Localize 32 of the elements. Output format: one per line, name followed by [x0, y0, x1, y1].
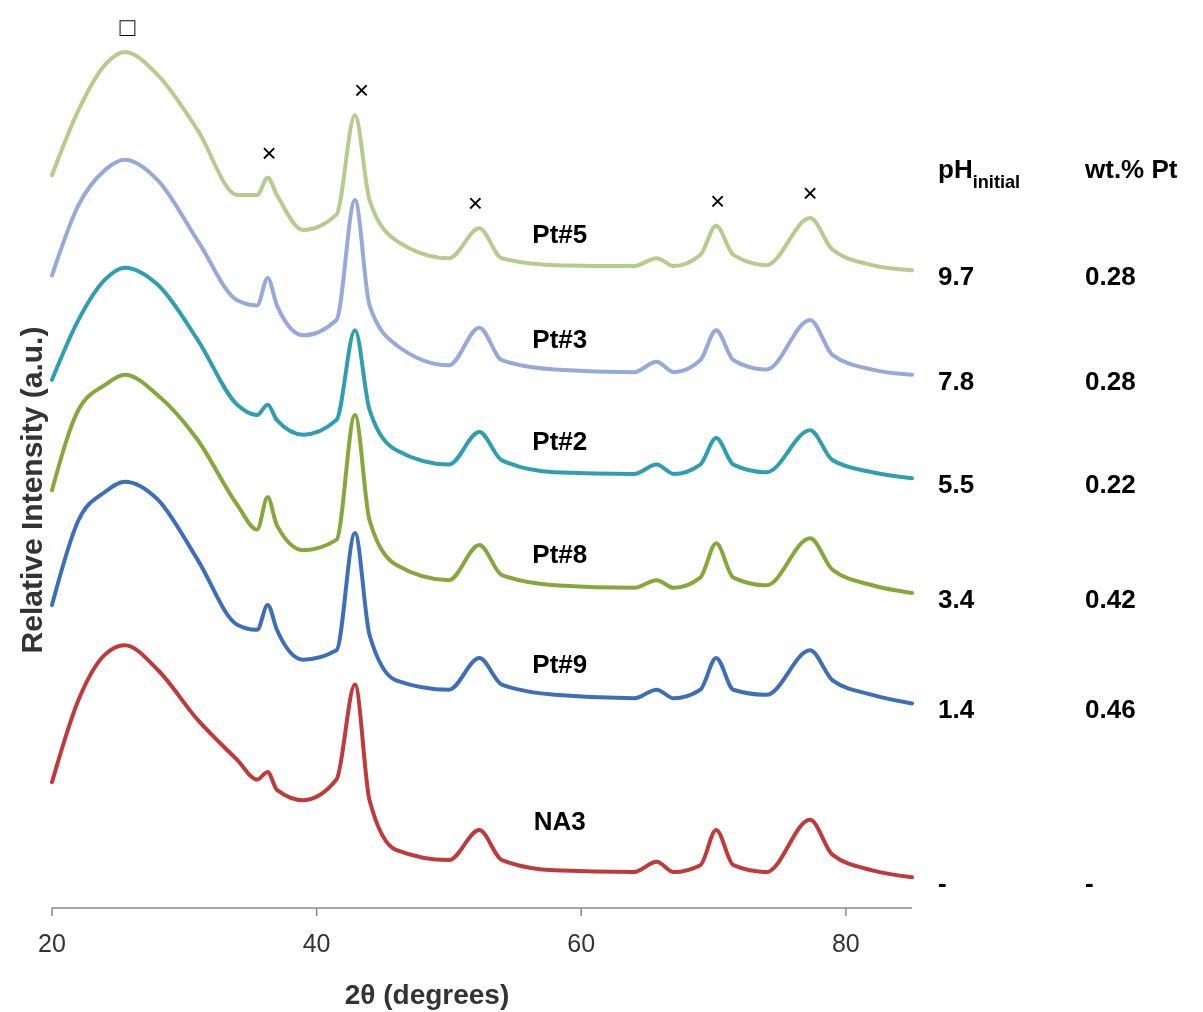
text: wt.% Pt	[1084, 154, 1178, 184]
y-axis-title: Relative Intensity (a.u.)	[15, 326, 48, 654]
series-label: NA3	[533, 806, 586, 837]
text: 0.28	[1085, 261, 1136, 292]
text: 1.4	[938, 694, 975, 725]
annotation: □	[119, 12, 136, 42]
annotation: ×	[354, 75, 370, 106]
text: 0.42	[1085, 583, 1136, 614]
x-tick-label: 80	[831, 929, 860, 957]
text: 7.8	[938, 365, 975, 396]
x-tick-label: 20	[38, 929, 66, 957]
text: pH$_{initial}$	[938, 154, 1021, 192]
series-label: Pt#8	[532, 539, 588, 570]
annotation: ×	[467, 188, 483, 219]
series-label: Pt#9	[532, 648, 588, 679]
series-label: Pt#5	[532, 219, 588, 250]
text: 3.4	[938, 583, 975, 614]
text: 0.22	[1085, 469, 1136, 500]
text: 9.7	[938, 261, 975, 292]
x-tick-label: 60	[567, 929, 596, 957]
annotation: ×	[261, 137, 277, 168]
text: 5.5	[938, 469, 975, 500]
series-label: Pt#3	[532, 323, 588, 354]
text: 0.28	[1085, 365, 1136, 396]
text: 0.46	[1085, 694, 1136, 725]
x-tick-label: 40	[302, 929, 331, 957]
text: -	[938, 868, 947, 899]
annotation: ×	[802, 178, 818, 209]
x-axis-title: 2θ (degrees)	[344, 979, 510, 1010]
annotation: ×	[709, 185, 726, 216]
text: -	[1085, 868, 1094, 899]
series-label: Pt#2	[532, 426, 588, 457]
